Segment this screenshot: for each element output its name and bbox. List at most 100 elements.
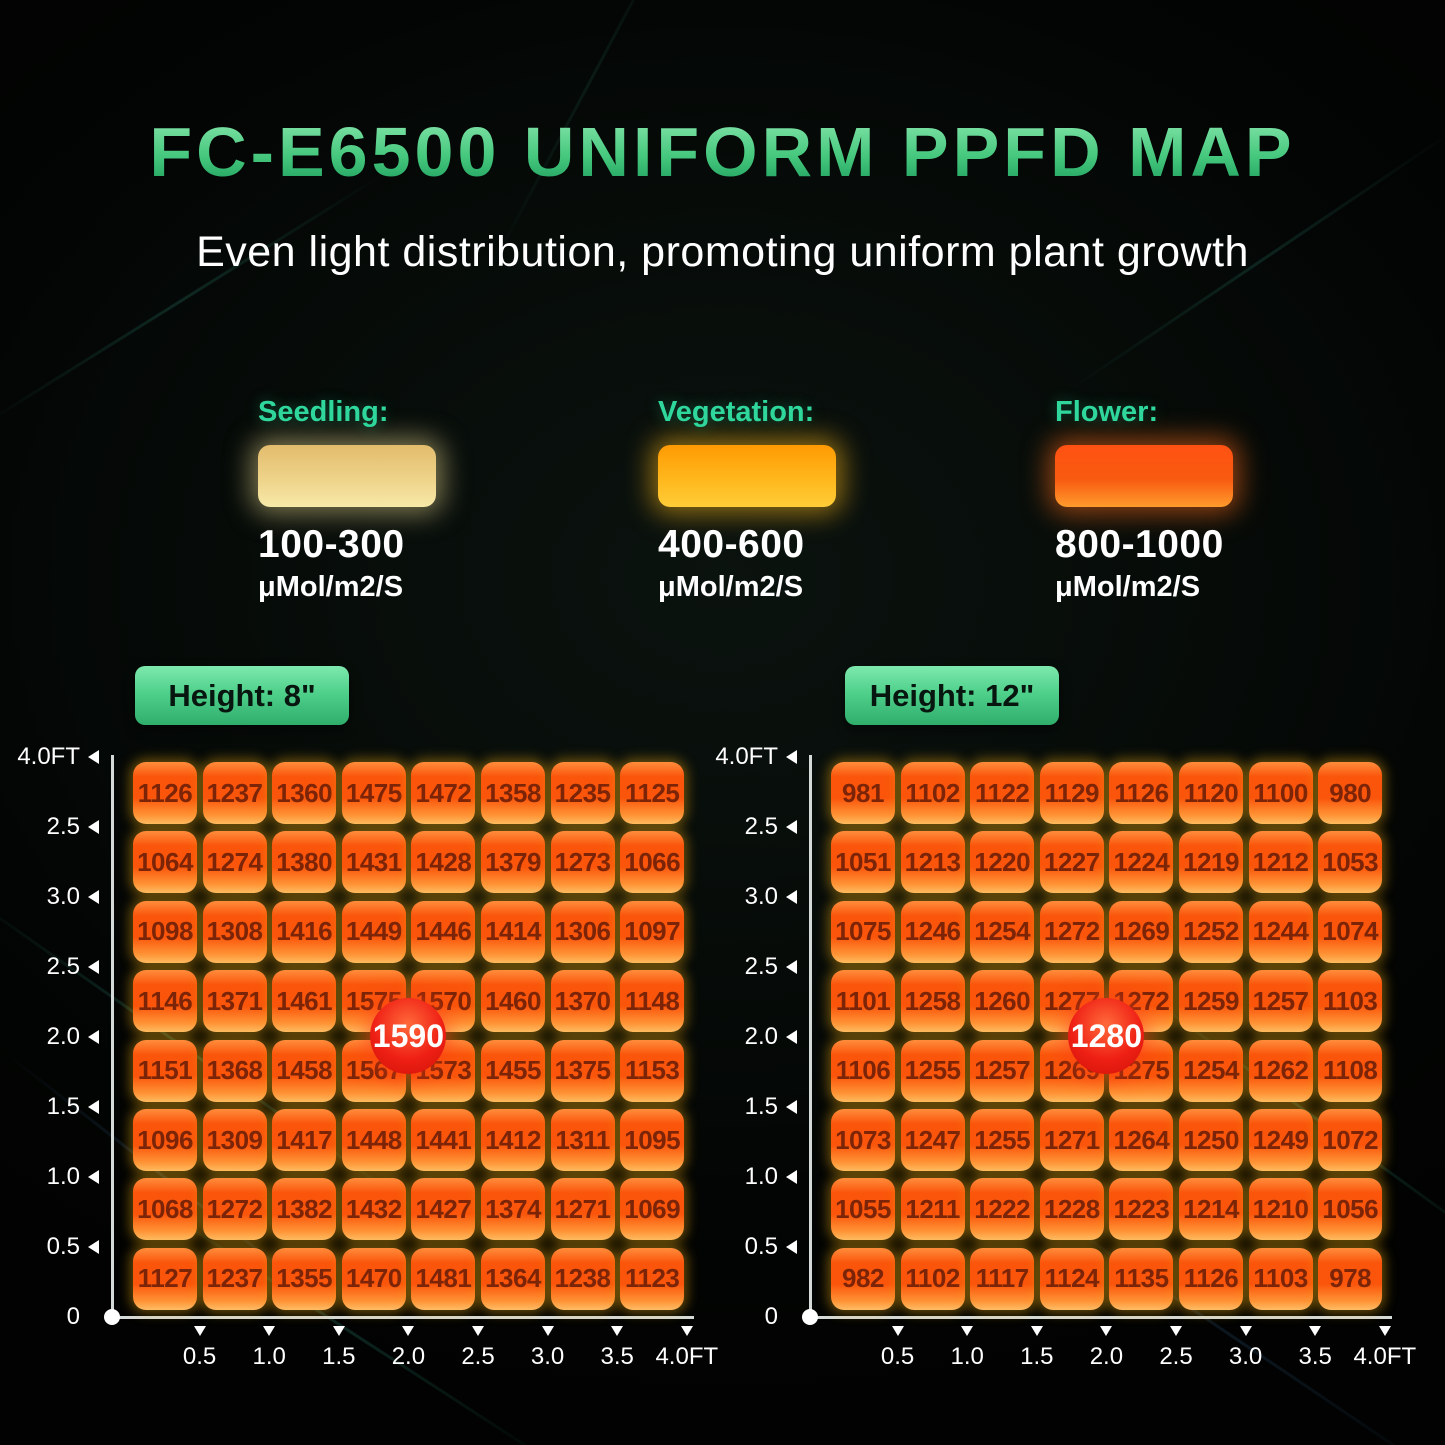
x-axis-tick-arrow: [1170, 1326, 1182, 1336]
x-axis-tick-label: 3.5: [1298, 1343, 1332, 1370]
x-axis-tick-arrow: [1309, 1326, 1322, 1336]
ppfd-cell: 1432: [341, 1178, 406, 1241]
x-axis-tick-label: 0.5: [880, 1343, 915, 1370]
ppfd-cell: 1051: [831, 831, 895, 894]
ppfd-cell: 1146: [133, 970, 197, 1033]
ppfd-cell: 1448: [341, 1109, 406, 1171]
ppfd-cell: 982: [831, 1247, 895, 1310]
ppfd-cell: 1264: [1109, 1109, 1174, 1171]
ppfd-cell: 1098: [133, 900, 197, 963]
legend-unit: μMol/m2/S: [258, 571, 404, 603]
ppfd-cell: 1259: [1179, 970, 1243, 1033]
y-axis-tick-label: 2.5: [744, 813, 778, 840]
x-axis-tick-label: 2.0: [1089, 1343, 1124, 1370]
legend-swatch-vegetation: [658, 445, 836, 507]
ppfd-cell: 978: [1318, 1247, 1383, 1310]
x-axis-tick-label: 4.0FT: [1353, 1343, 1417, 1370]
ppfd-cell: 1108: [1318, 1039, 1383, 1102]
ppfd-cell: 1106: [831, 1039, 895, 1102]
ppfd-cell: 1308: [202, 900, 267, 963]
legend-range: 400-600: [658, 523, 805, 566]
ppfd-cell: 1258: [900, 970, 965, 1033]
ppfd-cell: 1151: [133, 1039, 197, 1102]
ppfd-cell: 1355: [272, 1247, 337, 1310]
ppfd-cell: 1074: [1318, 900, 1383, 963]
ppfd-cell: 1073: [831, 1109, 895, 1171]
ppfd-cell: 1455: [481, 1039, 545, 1102]
y-axis-tick-arrow: [786, 1240, 797, 1254]
ppfd-cell: 1126: [1179, 1247, 1243, 1310]
ppfd-cell: 1257: [1248, 970, 1313, 1033]
ppfd-cell: 1096: [133, 1109, 197, 1171]
ppfd-cell: 1481: [411, 1247, 476, 1310]
ppfd-cell: 1446: [411, 900, 476, 963]
y-axis-tick-label: 2.5: [744, 953, 778, 980]
y-axis-tick-arrow: [88, 820, 99, 834]
ppfd-cell: 1126: [1109, 762, 1174, 824]
x-axis-tick-label: 2.0: [391, 1343, 426, 1370]
ppfd-cell: 1257: [970, 1039, 1035, 1102]
ppfd-cell: 1311: [550, 1109, 615, 1171]
ppfd-cell: 1066: [620, 831, 685, 894]
y-axis-tick-label: 0: [764, 1303, 778, 1330]
ppfd-cell: 1371: [202, 970, 267, 1033]
ppfd-cell: 1441: [411, 1109, 476, 1171]
ppfd-cell: 980: [1318, 762, 1383, 824]
ppfd-cell: 1273: [550, 831, 615, 894]
y-axis-tick-label: 2.0: [744, 1023, 778, 1050]
ppfd-cell: 1064: [133, 831, 197, 894]
ppfd-cell: 1220: [970, 831, 1035, 894]
ppfd-cell: 1449: [341, 900, 406, 963]
y-axis-tick-label: 4.0FT: [17, 743, 80, 770]
ppfd-cell: 1055: [831, 1178, 895, 1241]
x-axis-tick-label: 0.5: [182, 1343, 217, 1370]
ppfd-cell: 1416: [272, 900, 337, 963]
ppfd-cell: 1222: [970, 1178, 1035, 1241]
ppfd-cell: 1069: [620, 1178, 685, 1241]
x-axis-tick-arrow: [541, 1326, 554, 1336]
ppfd-cell: 1260: [970, 970, 1035, 1033]
ppfd-cell: 1470: [341, 1247, 406, 1310]
ppfd-cell: 1380: [272, 831, 337, 894]
y-axis-tick-arrow: [88, 1170, 99, 1184]
ppfd-cell: 1095: [620, 1109, 685, 1171]
ppfd-cell: 1475: [341, 762, 406, 824]
ppfd-cell: 1417: [272, 1109, 337, 1171]
ppfd-cell: 1219: [1179, 831, 1243, 894]
y-axis-tick-label: 1.0: [744, 1163, 778, 1190]
x-axis-tick-label: 1.0: [252, 1343, 286, 1370]
ppfd-cell: 1212: [1248, 831, 1313, 894]
ppfd-cell: 1148: [620, 970, 685, 1033]
y-axis-tick-label: 4.0FT: [715, 743, 778, 770]
x-axis-tick-label: 3.0: [530, 1343, 565, 1370]
y-axis-tick-arrow: [88, 1240, 99, 1254]
ppfd-cell: 1103: [1248, 1247, 1313, 1310]
legend-unit: μMol/m2/S: [658, 571, 804, 603]
ppfd-cell: 1056: [1318, 1178, 1383, 1241]
ppfd-cell: 1428: [411, 831, 476, 894]
ppfd-cell: 1102: [900, 762, 965, 824]
legend-label: Seedling:: [258, 396, 389, 428]
y-axis-tick-arrow: [786, 1100, 797, 1114]
ppfd-cell: 1255: [900, 1039, 965, 1102]
ppfd-cell: 1103: [1318, 970, 1383, 1033]
ppfd-cell: 1123: [620, 1247, 685, 1310]
ppfd-cell: 1211: [900, 1178, 965, 1241]
y-axis-tick-label: 0.5: [744, 1233, 778, 1260]
ppfd-cell: 1370: [550, 970, 615, 1033]
y-axis-tick-label: 0.5: [46, 1233, 80, 1260]
x-axis-tick-label: 3.0: [1228, 1343, 1263, 1370]
page-subtitle: Even light distribution, promoting unifo…: [196, 228, 1249, 276]
legend-unit: μMol/m2/S: [1055, 571, 1201, 603]
y-axis-tick-arrow: [88, 1030, 99, 1044]
ppfd-cell: 1247: [900, 1109, 965, 1171]
ppfd-cell: 1068: [133, 1178, 197, 1241]
y-axis-tick-label: 2.0: [46, 1023, 80, 1050]
legend-item-seedling: Seedling: 100-300 μMol/m2/S: [258, 396, 458, 604]
ppfd-cell: 1214: [1179, 1178, 1243, 1241]
peak-ppfd-badge: 1280: [1068, 998, 1145, 1075]
x-axis-tick-arrow: [611, 1326, 624, 1336]
ppfd-cell: 1237: [202, 762, 267, 824]
y-axis-tick-arrow: [786, 750, 797, 764]
ppfd-cell: 1364: [481, 1247, 545, 1310]
